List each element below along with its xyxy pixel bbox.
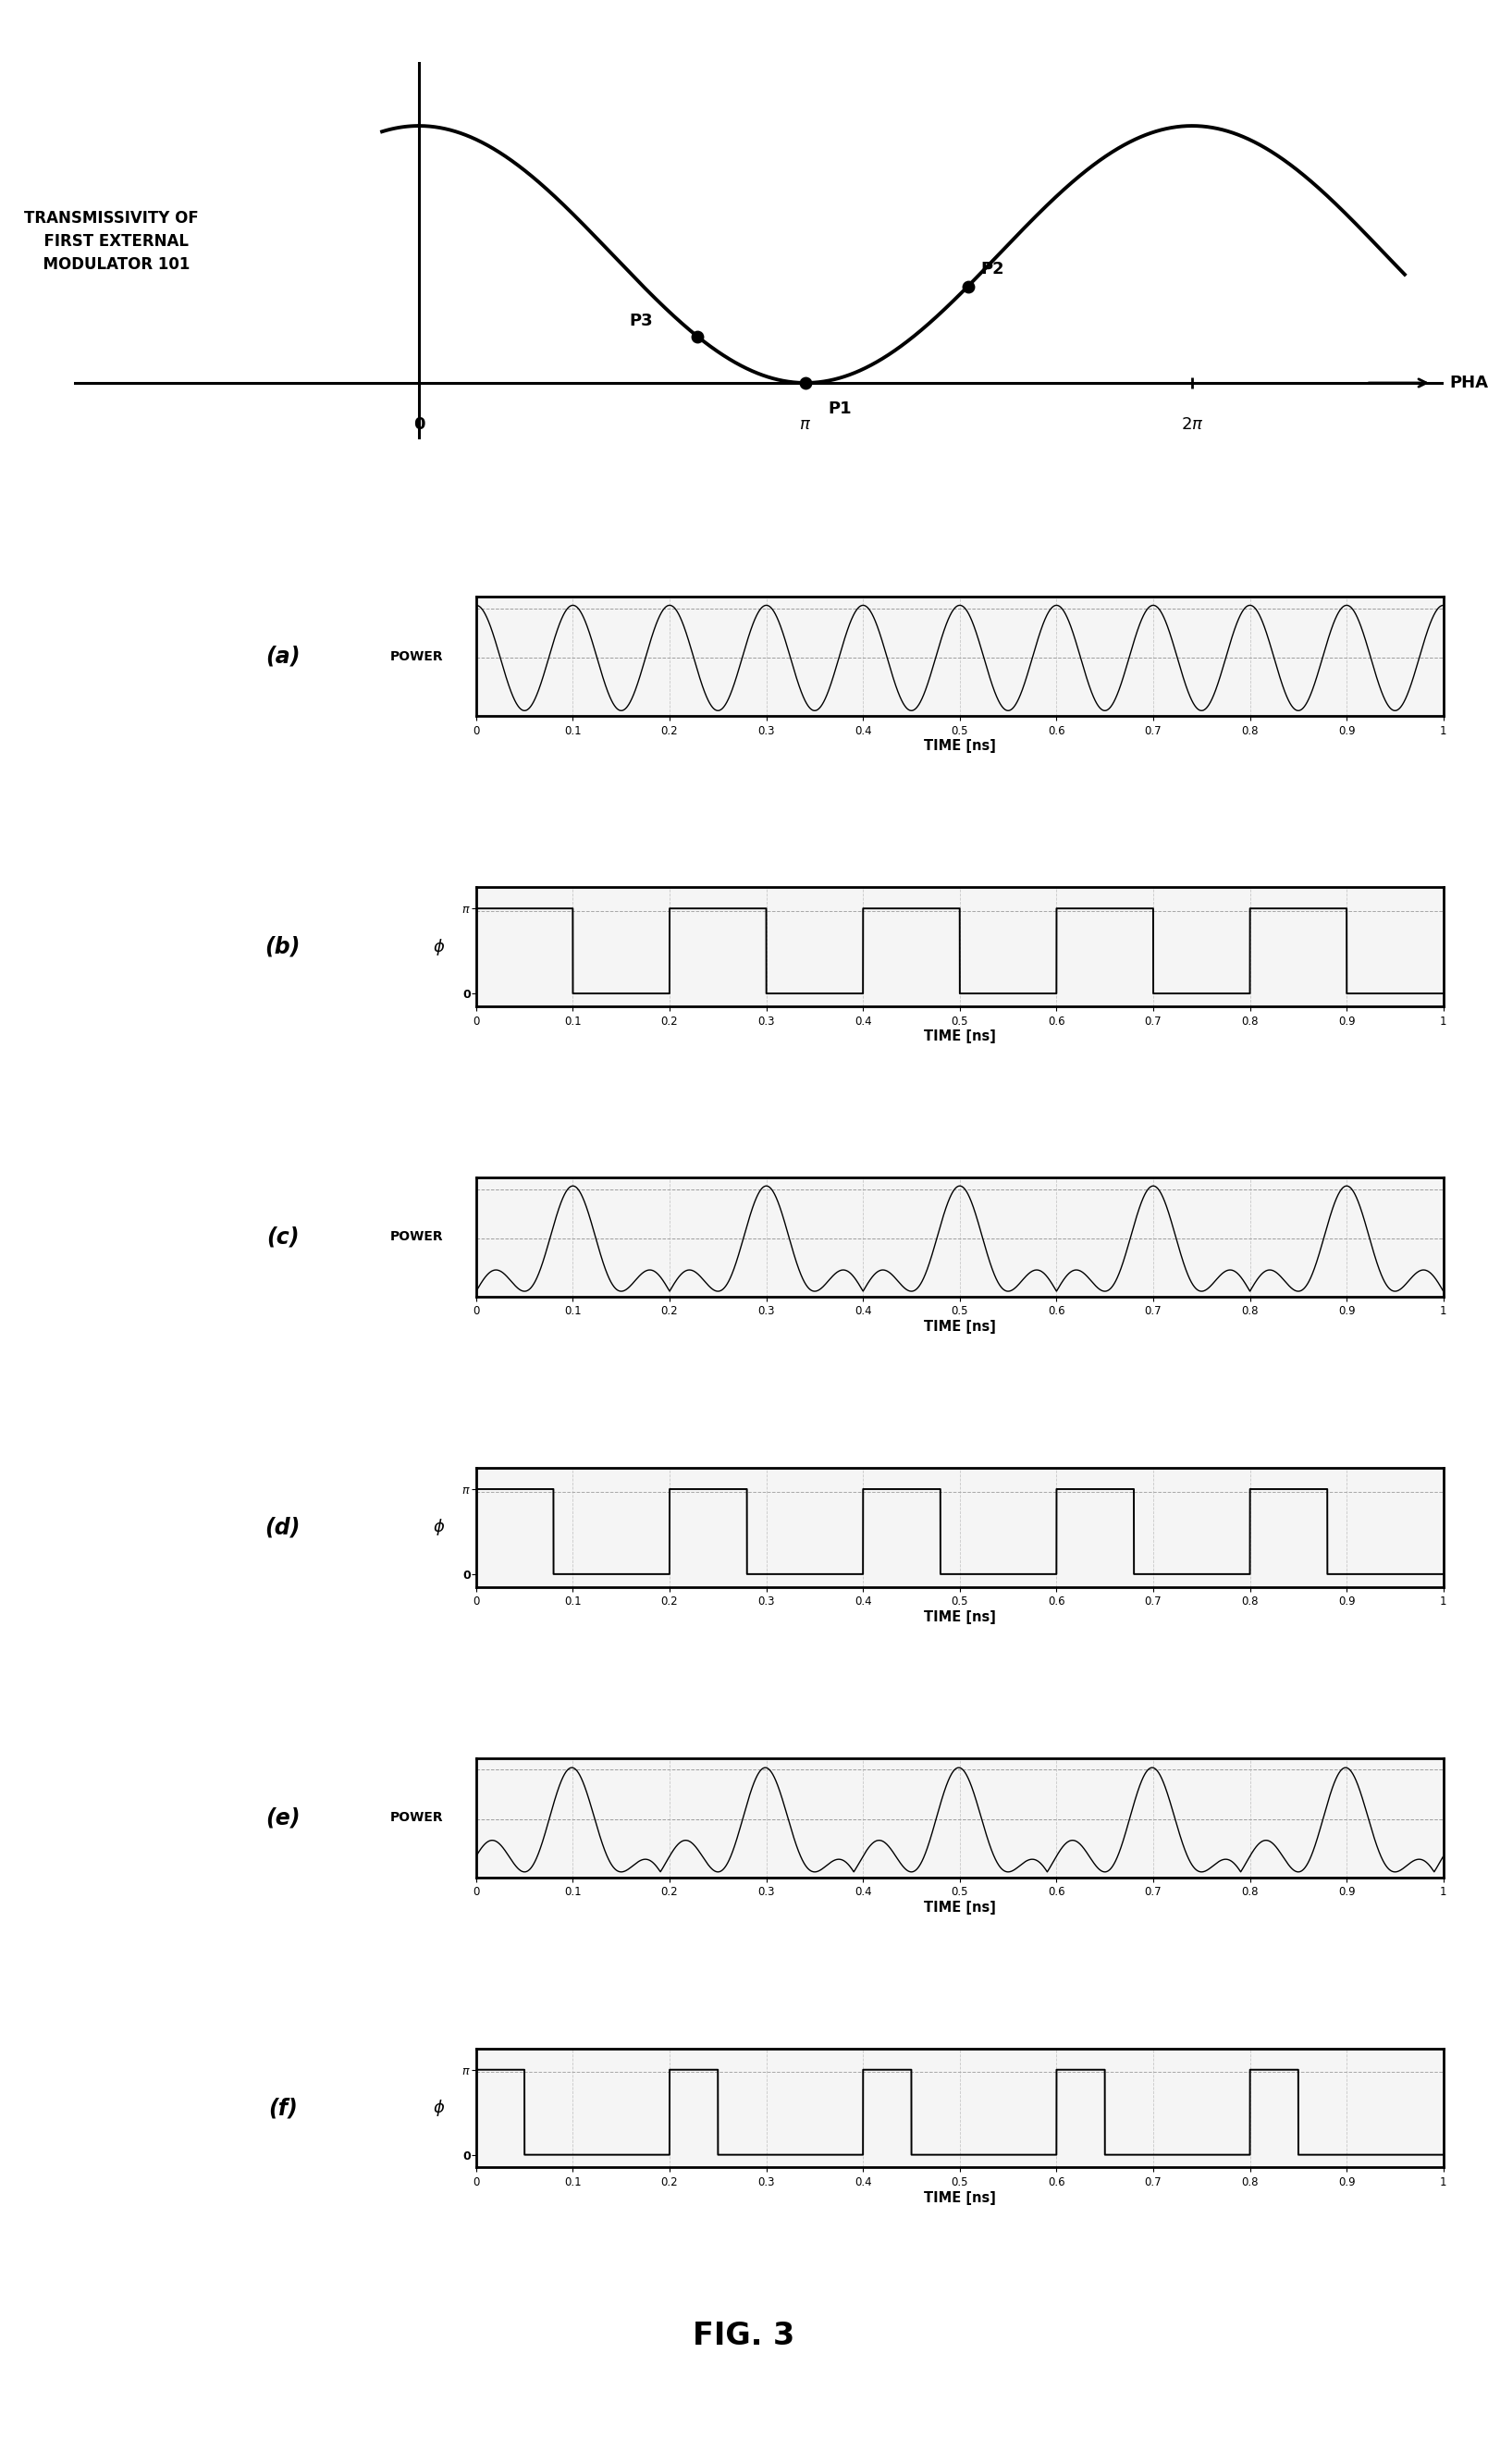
Text: (c): (c): [266, 1227, 299, 1249]
Text: $\phi$: $\phi$: [433, 2097, 445, 2119]
Text: 0: 0: [414, 416, 424, 434]
Text: (b): (b): [265, 936, 301, 958]
Text: $\phi$: $\phi$: [433, 936, 445, 956]
Text: P3: P3: [629, 313, 653, 330]
Text: POWER: POWER: [390, 650, 443, 663]
Text: (d): (d): [265, 1515, 301, 1538]
Text: POWER: POWER: [390, 1230, 443, 1244]
Text: (f): (f): [268, 2097, 298, 2119]
Text: $\phi$: $\phi$: [433, 1518, 445, 1538]
X-axis label: TIME [ns]: TIME [ns]: [924, 1611, 995, 1624]
Text: P2: P2: [981, 261, 1004, 276]
Text: P1: P1: [827, 402, 851, 416]
Text: POWER: POWER: [390, 1811, 443, 1823]
Text: PHASE: PHASE: [1449, 375, 1488, 392]
Text: (e): (e): [265, 1806, 301, 1828]
Text: FIG. 3: FIG. 3: [693, 2321, 795, 2351]
X-axis label: TIME [ns]: TIME [ns]: [924, 739, 995, 754]
X-axis label: TIME [ns]: TIME [ns]: [924, 1030, 995, 1045]
Text: TRANSMISSIVITY OF
  FIRST EXTERNAL
  MODULATOR 101: TRANSMISSIVITY OF FIRST EXTERNAL MODULAT…: [24, 209, 198, 274]
X-axis label: TIME [ns]: TIME [ns]: [924, 1321, 995, 1333]
Text: (a): (a): [265, 646, 301, 668]
Text: $2\pi$: $2\pi$: [1181, 416, 1204, 434]
X-axis label: TIME [ns]: TIME [ns]: [924, 1900, 995, 1915]
X-axis label: TIME [ns]: TIME [ns]: [924, 2190, 995, 2205]
Text: $\pi$: $\pi$: [799, 416, 811, 434]
